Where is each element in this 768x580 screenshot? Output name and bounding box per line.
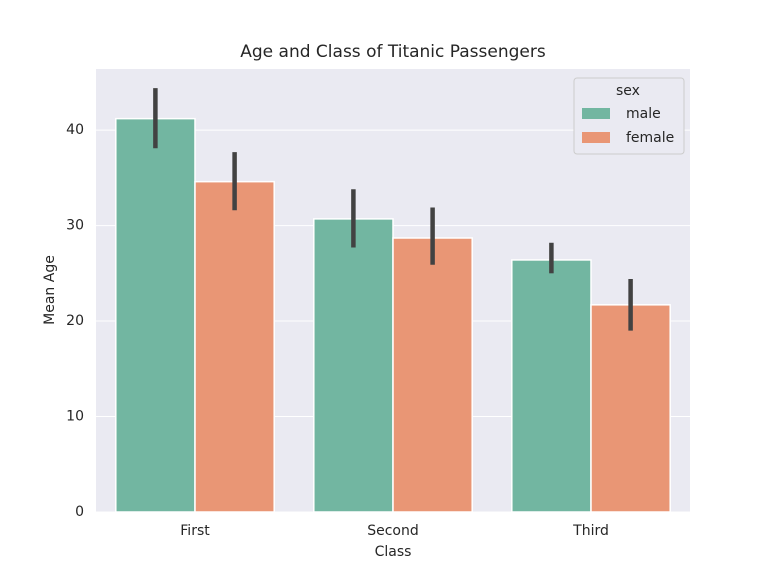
y-tick-label: 20 [66,313,84,329]
x-tick-label: Second [367,523,419,539]
y-tick-label: 10 [66,409,84,425]
y-tick-label: 40 [66,122,84,138]
chart-title: Age and Class of Titanic Passengers [240,42,546,62]
y-tick-label: 30 [66,218,84,234]
x-tick-label: First [180,523,210,539]
legend-label: female [626,130,674,146]
bar [511,259,592,513]
y-tick-label: 0 [75,504,84,520]
x-axis-label: Class [375,544,412,560]
bar [194,180,275,513]
legend-swatch [582,132,610,143]
y-axis-label: Mean Age [42,255,58,325]
legend-label: male [626,106,661,122]
legend-swatch [582,108,610,119]
bar [392,237,473,513]
bar [590,304,671,513]
bar [313,218,394,513]
bar [115,117,196,513]
legend-title: sex [616,83,640,99]
x-tick-label: Third [572,523,609,539]
